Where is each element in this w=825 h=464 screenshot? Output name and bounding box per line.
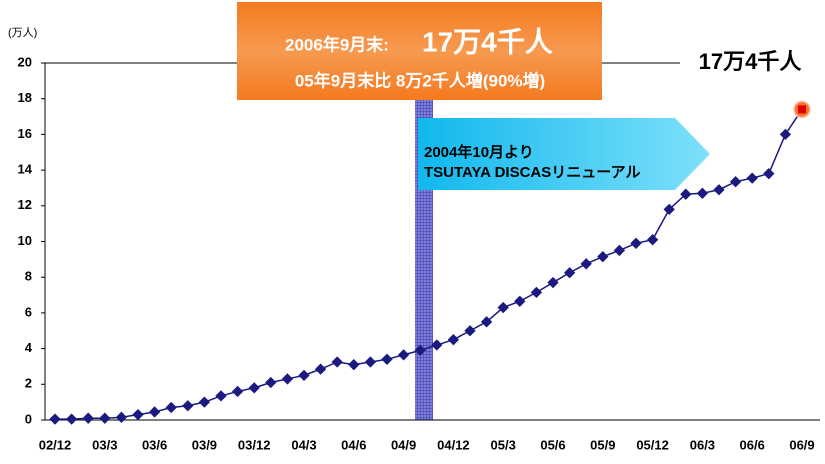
marker — [82, 412, 94, 424]
marker — [348, 359, 360, 371]
y-tick-label: 14 — [18, 162, 33, 177]
marker — [613, 244, 626, 257]
marker — [198, 396, 211, 408]
x-tick-label: 04/12 — [437, 437, 470, 452]
marker — [447, 334, 460, 346]
marker — [630, 237, 642, 249]
marker — [49, 413, 61, 425]
marker — [497, 301, 509, 314]
headline-value: 17万4千人 — [422, 26, 553, 57]
y-tick-label: 4 — [25, 340, 33, 355]
y-tick-label: 10 — [18, 233, 32, 248]
marker — [182, 400, 194, 412]
y-tick-label: 2 — [25, 376, 32, 391]
x-tick-label: 03/9 — [192, 437, 217, 452]
marker — [547, 276, 559, 289]
y-tick-label: 16 — [18, 126, 32, 141]
y-tick-label: 12 — [18, 197, 32, 212]
end-label: 17万4千人 — [699, 49, 802, 74]
marker — [798, 105, 806, 114]
marker — [115, 411, 128, 423]
x-tick-label: 06/6 — [740, 437, 765, 452]
x-tick-label: 03/12 — [238, 437, 271, 452]
marker — [298, 369, 310, 382]
marker — [464, 325, 476, 337]
headline-sub: 05年9月末比 8万2千人増(90%増) — [295, 70, 545, 90]
marker — [364, 356, 377, 368]
arrow-text: TSUTAYA DISCASリニューアル — [424, 164, 641, 181]
marker — [397, 349, 410, 361]
marker — [414, 344, 426, 357]
arrow-text: 2004年10月より — [424, 143, 534, 161]
marker — [530, 286, 543, 299]
renewal-arrow — [418, 118, 710, 190]
marker — [132, 408, 144, 421]
x-tick-label: 05/12 — [636, 437, 669, 452]
x-tick-label: 03/6 — [142, 437, 167, 452]
marker — [65, 413, 78, 425]
y-tick-label: 20 — [18, 54, 32, 69]
marker — [331, 356, 343, 368]
x-tick-label: 05/9 — [590, 437, 615, 452]
marker — [231, 385, 244, 398]
marker — [563, 267, 576, 279]
x-tick-label: 05/6 — [540, 437, 565, 452]
y-tick-label: 0 — [25, 411, 32, 426]
marker — [265, 376, 277, 389]
marker — [597, 251, 609, 263]
marker — [215, 390, 227, 402]
marker — [763, 168, 775, 180]
x-tick-label: 06/3 — [690, 437, 715, 452]
marker — [696, 187, 709, 199]
x-tick-label: 04/3 — [291, 437, 316, 452]
marker — [431, 339, 443, 351]
marker — [514, 295, 526, 307]
y-tick-label: 8 — [25, 269, 32, 284]
y-unit: (万人) — [8, 26, 37, 39]
marker — [281, 373, 294, 385]
x-tick-label: 02/12 — [39, 437, 72, 452]
x-tick-label: 03/3 — [92, 437, 117, 452]
x-tick-label: 05/3 — [491, 437, 516, 452]
marker — [746, 172, 758, 184]
x-tick-label: 04/9 — [391, 437, 416, 452]
marker — [148, 406, 161, 418]
y-tick-label: 6 — [25, 304, 32, 319]
marker — [580, 258, 592, 270]
marker — [779, 128, 792, 141]
headline-box — [237, 2, 602, 100]
marker — [663, 203, 675, 216]
marker — [314, 363, 327, 375]
x-tick-label: 06/9 — [789, 437, 814, 452]
marker — [713, 184, 725, 196]
marker — [646, 234, 659, 246]
x-tick-label: 04/6 — [341, 437, 366, 452]
headline-date: 2006年9月末: — [285, 34, 389, 54]
marker — [729, 176, 742, 188]
line — [55, 108, 803, 420]
marker — [381, 353, 393, 365]
marker — [248, 382, 260, 394]
marker — [680, 188, 692, 200]
marker — [480, 316, 493, 328]
marker — [165, 401, 177, 414]
marker — [99, 412, 111, 424]
y-tick-label: 18 — [18, 90, 32, 105]
